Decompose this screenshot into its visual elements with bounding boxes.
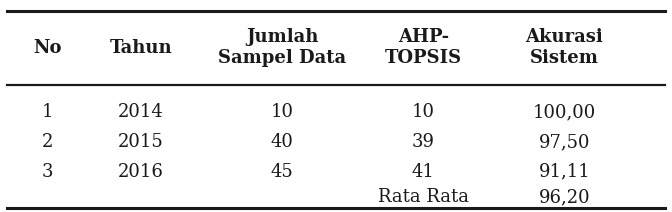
Text: AHP-
TOPSIS: AHP- TOPSIS: [385, 28, 462, 67]
Text: 97,50: 97,50: [539, 133, 590, 151]
Text: 2014: 2014: [118, 103, 164, 121]
Text: 41: 41: [412, 163, 435, 181]
Text: 2: 2: [42, 133, 52, 151]
Text: 10: 10: [271, 103, 294, 121]
Text: 39: 39: [412, 133, 435, 151]
Text: Tahun: Tahun: [110, 39, 173, 57]
Text: 40: 40: [271, 133, 294, 151]
Text: 96,20: 96,20: [539, 188, 590, 206]
Text: Rata Rata: Rata Rata: [378, 188, 469, 206]
Text: 1: 1: [41, 103, 53, 121]
Text: 3: 3: [41, 163, 53, 181]
Text: Akurasi
Sistem: Akurasi Sistem: [526, 28, 603, 67]
Text: 45: 45: [271, 163, 294, 181]
Text: Jumlah
Sampel Data: Jumlah Sampel Data: [218, 28, 346, 67]
Text: 91,11: 91,11: [538, 163, 591, 181]
Text: 10: 10: [412, 103, 435, 121]
Text: 2016: 2016: [118, 163, 164, 181]
Text: 100,00: 100,00: [533, 103, 596, 121]
Text: 2015: 2015: [118, 133, 164, 151]
Text: No: No: [33, 39, 61, 57]
